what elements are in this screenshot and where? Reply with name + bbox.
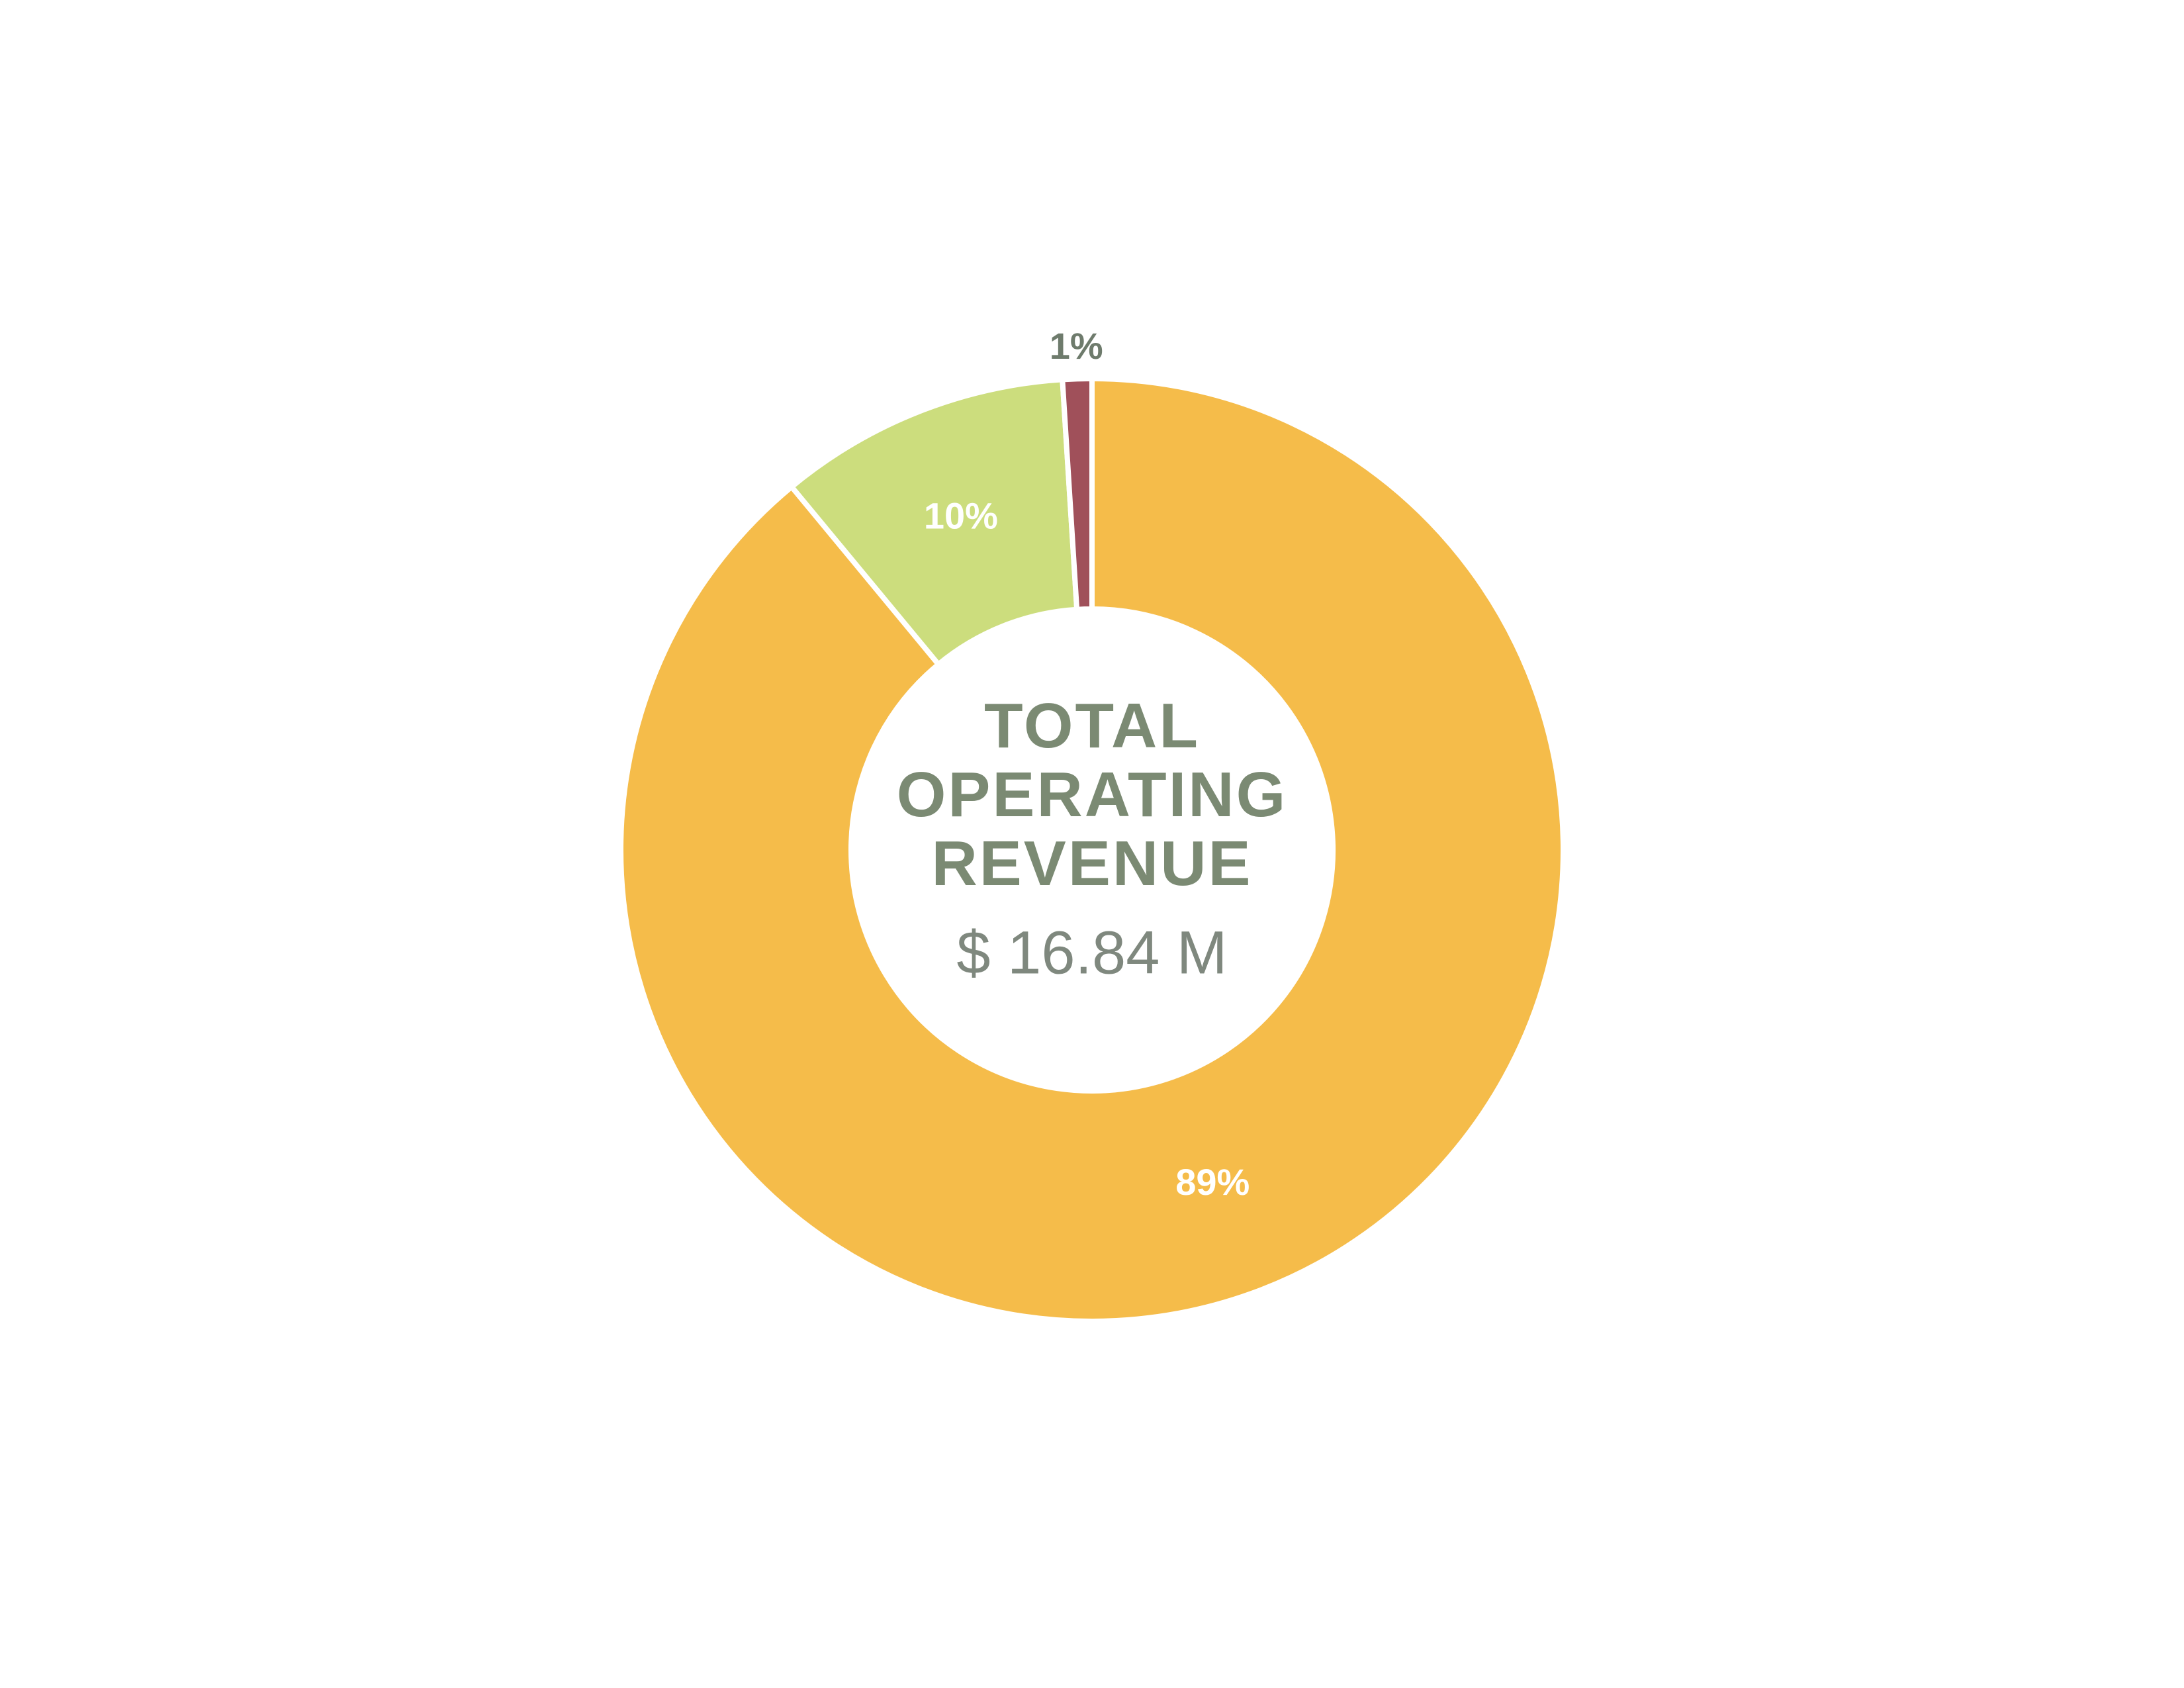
slice-label: 89%	[1175, 1161, 1250, 1203]
chart-title: TOTAL OPERATING REVENUE	[896, 690, 1288, 899]
donut-slice	[1060, 375, 1095, 612]
donut-slice	[788, 377, 1080, 669]
donut-slice	[618, 375, 1566, 1324]
slices	[618, 375, 1566, 1324]
slice-label: 1%	[1050, 325, 1103, 367]
slice-label: 10%	[924, 495, 998, 537]
chart-subtitle: $ 16.84 M	[956, 919, 1227, 986]
